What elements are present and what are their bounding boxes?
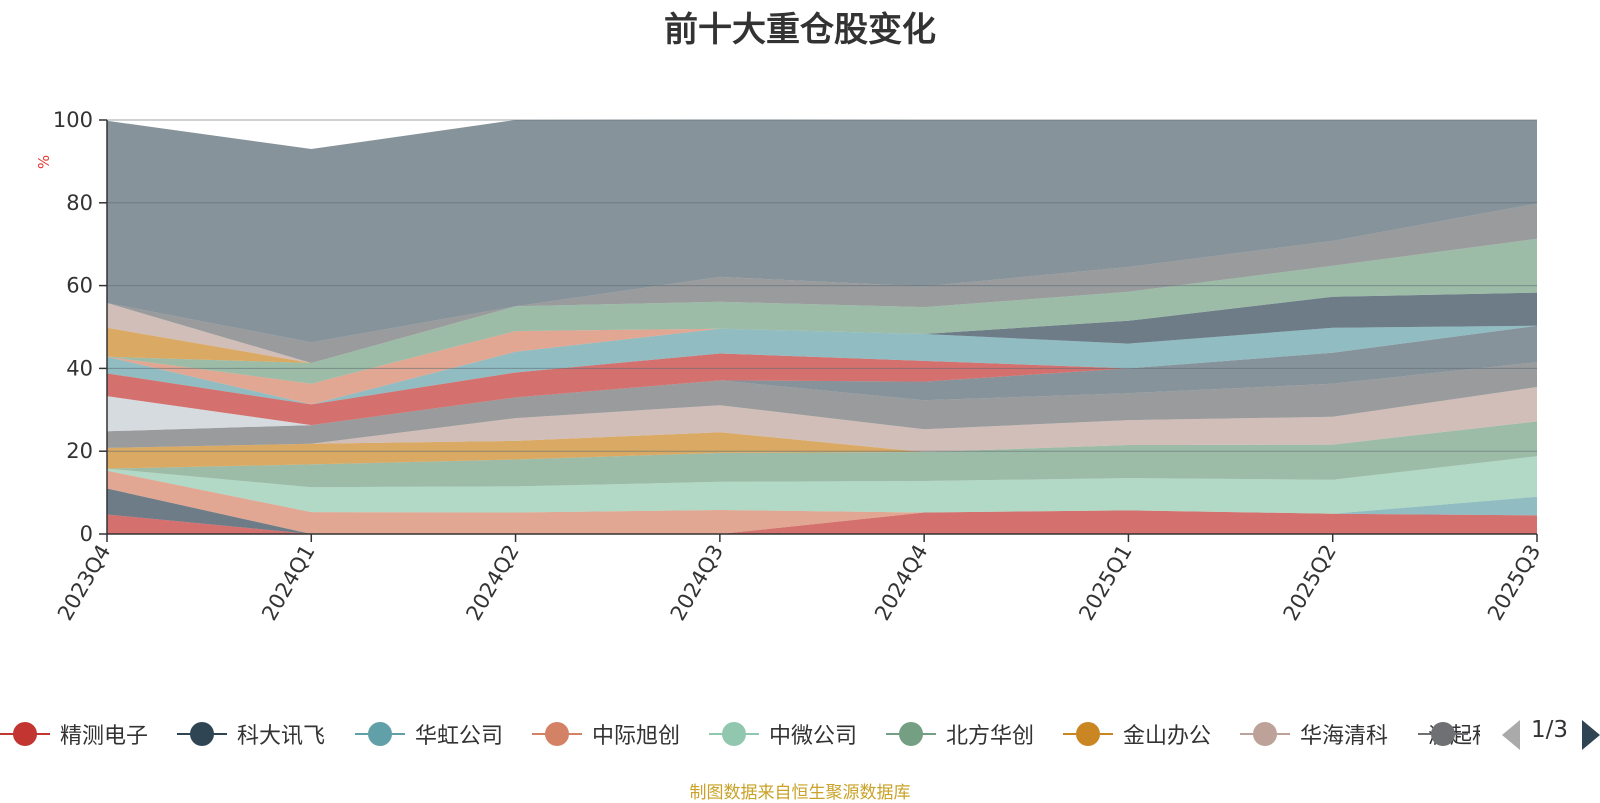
legend-marker-icon — [1240, 721, 1290, 747]
area-series-7 — [107, 421, 1537, 469]
legend-item-1[interactable]: 精测电子 — [0, 714, 148, 754]
legend-label: 金山办公 — [1123, 724, 1212, 749]
area-series-4 — [107, 470, 1537, 534]
legend-marker-icon — [0, 721, 50, 747]
area-series-18 — [107, 238, 1537, 363]
y-tick-label: 80 — [66, 191, 93, 215]
x-tick-label: 2025Q3 — [1483, 541, 1545, 625]
area-series-13 — [107, 325, 1537, 405]
area-series-9 — [107, 362, 1537, 448]
area-series-14 — [107, 292, 1537, 405]
stacked-area-chart: 0 20 40 60 80 100 2023Q4 2024Q1 2024Q2 2024Q3 2024… — [35, 108, 1545, 625]
x-tick-label: 2025Q1 — [1074, 541, 1136, 625]
legend-marker-icon — [355, 721, 405, 747]
legend-label: 华海清科 — [1300, 724, 1389, 749]
grid-lines — [107, 119, 1537, 452]
x-tick-label: 2024Q2 — [461, 541, 523, 625]
area-series-12 — [107, 325, 1537, 426]
legend-item-2[interactable]: 科大讯飞 — [177, 714, 325, 754]
area-series-10 — [107, 325, 1537, 432]
legend-marker-icon — [532, 721, 582, 747]
legend-item-3[interactable]: 华虹公司 — [355, 714, 503, 754]
legend-label: 精测电子 — [60, 724, 149, 749]
y-tick-label: 60 — [66, 274, 93, 298]
x-tick-label: 2025Q2 — [1279, 541, 1341, 625]
area-series-6 — [107, 421, 1537, 488]
legend-label: 华虹公司 — [415, 724, 504, 749]
x-tick-label: 2024Q1 — [257, 541, 319, 625]
legend-prev-page-icon[interactable] — [1502, 720, 1520, 750]
legend-item-4[interactable]: 中际旭创 — [532, 714, 680, 754]
area-series-20 — [107, 119, 1537, 343]
area-series-group — [107, 119, 1537, 534]
data-source-note: 制图数据来自恒生聚源数据库 — [689, 783, 911, 803]
legend: 精测电子 科大讯飞 华虹公司 中际旭创 中微公司 北方华创 金山办公 华海清科 澜起科技 — [0, 714, 1600, 754]
area-series-8 — [107, 387, 1537, 452]
area-series-5 — [107, 456, 1537, 514]
legend-label: 北方华创 — [946, 724, 1035, 749]
y-tick-label: 0 — [80, 522, 93, 546]
legend-label: 中微公司 — [769, 724, 858, 749]
area-series-16 — [107, 238, 1537, 384]
y-tick-label: 20 — [66, 439, 93, 463]
legend-next-page-icon[interactable] — [1582, 720, 1600, 750]
x-tick-label: 2023Q4 — [53, 541, 115, 625]
legend-page-indicator: 1/3 — [1531, 717, 1569, 743]
legend-item-8[interactable]: 华海清科 — [1240, 714, 1388, 754]
y-tick-label: 100 — [53, 108, 93, 132]
legend-item-5[interactable]: 中微公司 — [709, 714, 857, 754]
area-series-11 — [107, 325, 1537, 432]
legend-label: 中际旭创 — [592, 724, 681, 749]
x-tick-label: 2024Q4 — [870, 541, 932, 625]
x-tick-label: 2024Q3 — [666, 541, 728, 625]
legend-marker-icon — [886, 721, 936, 747]
legend-marker-icon — [709, 721, 759, 747]
legend-label: 科大讯飞 — [237, 724, 326, 749]
legend-marker-icon — [1063, 721, 1113, 747]
y-axis-label: % — [35, 155, 53, 169]
area-series-19 — [107, 203, 1537, 363]
legend-item-6[interactable]: 北方华创 — [886, 714, 1034, 754]
legend-item-7[interactable]: 金山办公 — [1063, 714, 1211, 754]
legend-marker-icon — [177, 721, 227, 747]
area-series-1 — [107, 510, 1537, 534]
chart-title: 前十大重仓股变化 — [664, 10, 936, 50]
y-tick-label: 40 — [66, 356, 93, 380]
legend-item-9[interactable]: 澜起科技 — [1418, 714, 1480, 754]
